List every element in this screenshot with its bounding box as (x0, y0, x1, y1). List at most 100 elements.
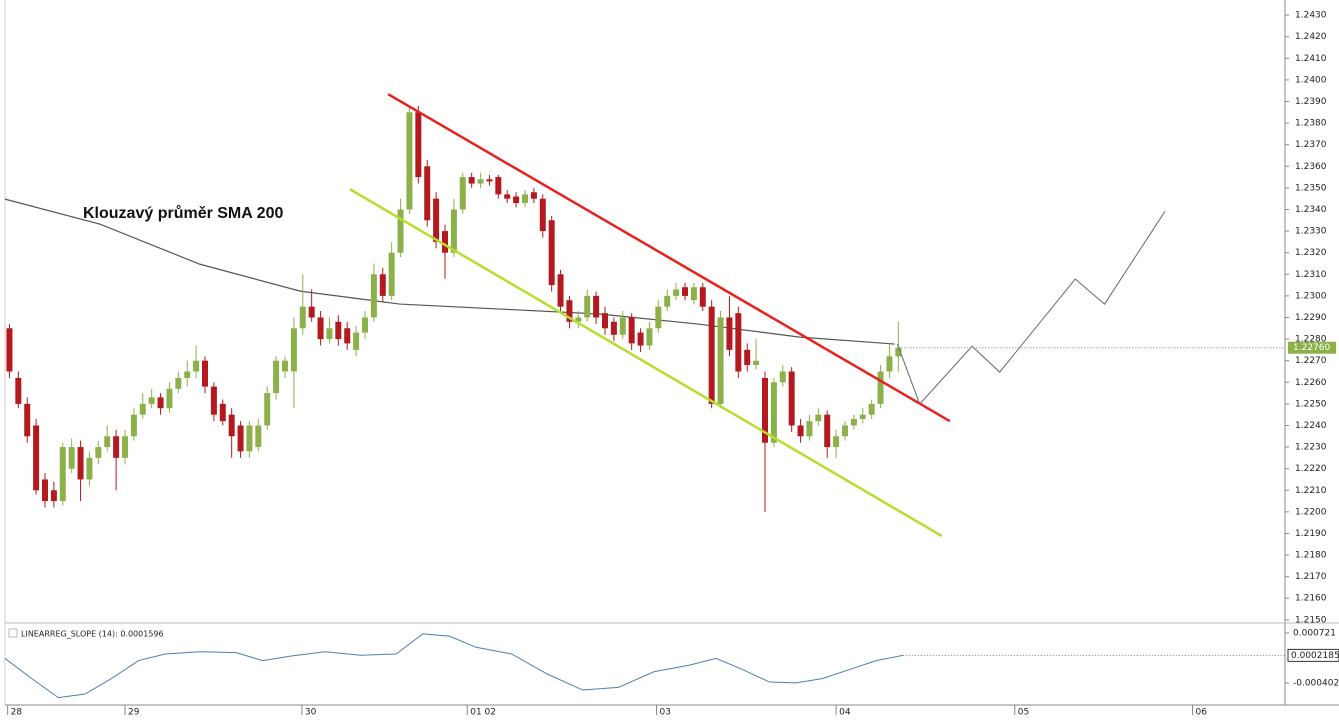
candle-body (699, 287, 706, 307)
candle-body (370, 274, 377, 318)
candle-body (868, 403, 875, 415)
candle-body (68, 447, 75, 469)
candle-body (397, 209, 404, 253)
candle-body (122, 436, 128, 458)
y-tick-label: 1.2280 (1295, 335, 1327, 345)
candle-body (42, 479, 48, 502)
candle-body (362, 317, 368, 333)
candle-body (522, 194, 528, 204)
candle-body (486, 179, 493, 182)
candle-body (628, 317, 635, 344)
candle-body (468, 177, 475, 184)
y-tick-label: 1.2250 (1295, 399, 1327, 409)
candle-body (166, 388, 173, 409)
candle-body (584, 295, 591, 318)
candle-body (299, 306, 306, 329)
candle-body (86, 457, 93, 480)
candle-body (335, 321, 342, 340)
y-tick-label: 1.2290 (1295, 313, 1327, 323)
candle-body (646, 328, 653, 346)
candle-body (353, 332, 360, 350)
y-tick-label: 1.2360 (1295, 162, 1327, 172)
y-tick-label: 1.2400 (1295, 75, 1327, 85)
y-tick-label: 1.2310 (1295, 270, 1327, 280)
candle-body (770, 382, 777, 443)
candle-body (104, 436, 111, 448)
candle-body (575, 317, 582, 322)
y-tick-label: 1.2260 (1295, 378, 1327, 388)
candle-body (824, 414, 831, 448)
candle-body (228, 414, 235, 437)
candle-body (59, 447, 66, 502)
candle-body (210, 386, 217, 415)
y-tick-label: 1.2200 (1295, 507, 1327, 517)
candle-body (433, 198, 440, 242)
y-tick-label: 1.2340 (1295, 205, 1327, 215)
y-tick-label: 1.2230 (1295, 443, 1327, 453)
candle-body (139, 403, 146, 415)
candle-body (735, 313, 742, 372)
candle-body (673, 289, 680, 296)
candle-body (539, 198, 546, 232)
y-tick-label: 1.2150 (1295, 615, 1327, 625)
candle-body (788, 371, 795, 426)
candle-body (130, 414, 137, 437)
candle-body (859, 414, 866, 419)
candle-body (753, 360, 760, 365)
candle-body (6, 328, 13, 372)
candle-body (15, 377, 22, 404)
candle-body (664, 295, 671, 307)
candle-body (593, 295, 600, 318)
candle-body (557, 274, 564, 307)
y-tick-label: 1.2160 (1295, 594, 1327, 604)
y-tick-label: 1.2380 (1295, 119, 1327, 129)
candle-body (148, 397, 155, 404)
candle-body (619, 317, 626, 335)
candle-body (895, 347, 902, 357)
x-tick-label: 05 (1018, 708, 1029, 718)
candle-body (815, 414, 822, 422)
y-tick-label: 1.2270 (1295, 356, 1327, 366)
candle-body (530, 192, 537, 199)
indicator-label: LINEARREG_SLOPE (14): 0.0001596 (21, 630, 164, 639)
y-tick-label: 1.2210 (1295, 486, 1327, 496)
indicator-icon (8, 628, 18, 638)
candle-body (33, 425, 40, 491)
y-tick-label: 1.2170 (1295, 572, 1327, 582)
candle-body (406, 112, 413, 210)
candle-body (504, 194, 511, 199)
candle-body (77, 447, 84, 480)
candle-body (246, 425, 253, 452)
candle-body (290, 328, 297, 372)
candle-body (690, 287, 697, 301)
candle-body (113, 436, 120, 458)
candle-body (744, 349, 751, 365)
candle-body (779, 371, 786, 383)
candle-body (850, 418, 857, 426)
candle-body (610, 321, 617, 335)
candle-body (388, 252, 395, 296)
candle-body (255, 425, 262, 448)
last-price-label: 1.22760 (1293, 343, 1330, 353)
sma-line (4, 198, 895, 345)
candle-body (424, 166, 431, 221)
candle-body (513, 196, 520, 204)
candle-body (495, 177, 502, 195)
y-tick-label: 1.2220 (1295, 464, 1327, 474)
x-tick-label: 01 02 (470, 708, 496, 718)
candle-body (24, 403, 31, 437)
y-tick-label: 1.2180 (1295, 551, 1327, 561)
trendline (349, 188, 943, 538)
y-tick-label: 1.2420 (1295, 32, 1327, 42)
candle-body (477, 179, 484, 184)
trendline (387, 93, 951, 423)
candle-body (193, 360, 200, 372)
candle-body (273, 360, 280, 394)
candle-body (726, 317, 733, 350)
indicator-tick-label: 0.000721 (1293, 629, 1336, 639)
candle-body (308, 306, 315, 318)
candle-body (717, 317, 724, 404)
forecast-line (896, 210, 1166, 406)
y-tick-label: 1.2390 (1295, 97, 1327, 107)
